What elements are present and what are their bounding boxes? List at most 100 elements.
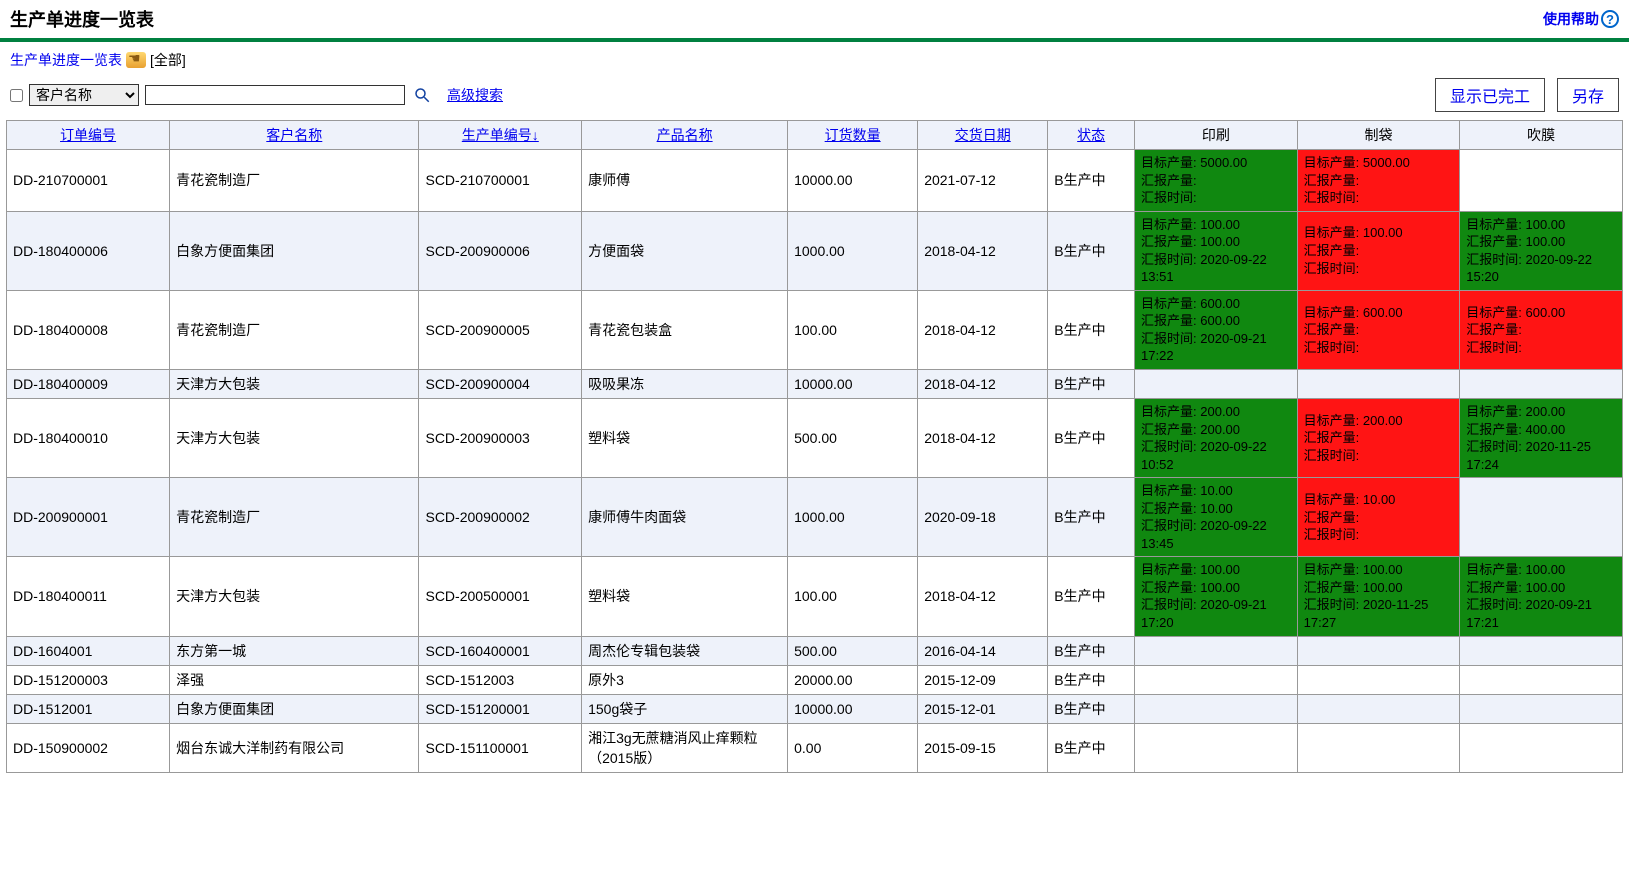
breadcrumb-link[interactable]: 生产单进度一览表 — [10, 50, 122, 70]
cell-date: 2015-09-15 — [918, 723, 1048, 772]
cell-order-no: DD-1512001 — [7, 694, 170, 723]
stage-cell — [1460, 723, 1623, 772]
column-sort-link[interactable]: 订货数量 — [825, 127, 881, 143]
cell-date: 2015-12-09 — [918, 665, 1048, 694]
cell-customer: 泽强 — [170, 665, 419, 694]
column-sort-link[interactable]: 订单编号 — [60, 127, 116, 143]
column-sort-link[interactable]: 产品名称 — [657, 127, 713, 143]
stage-cell — [1135, 665, 1298, 694]
help-link[interactable]: 使用帮助 ? — [1543, 9, 1619, 29]
cell-customer: 白象方便面集团 — [170, 211, 419, 290]
stage-cell — [1460, 478, 1623, 557]
cell-product: 康师傅牛肉面袋 — [582, 478, 788, 557]
cell-qty: 0.00 — [788, 723, 918, 772]
column-header[interactable]: 状态 — [1048, 121, 1135, 150]
cell-qty: 100.00 — [788, 290, 918, 369]
cell-order-no: DD-1604001 — [7, 636, 170, 665]
table-row[interactable]: DD-180400006白象方便面集团SCD-200900006方便面袋1000… — [7, 211, 1623, 290]
stage-cell: 目标产量: 10.00汇报产量: 汇报时间: — [1297, 478, 1460, 557]
column-header[interactable]: 交货日期 — [918, 121, 1048, 150]
table-row[interactable]: DD-180400008青花瓷制造厂SCD-200900005青花瓷包装盒100… — [7, 290, 1623, 369]
stage-cell — [1297, 370, 1460, 399]
search-icon[interactable] — [411, 86, 433, 104]
cell-date: 2021-07-12 — [918, 150, 1048, 212]
cell-prod-no: SCD-160400001 — [419, 636, 582, 665]
cell-qty: 100.00 — [788, 557, 918, 636]
cell-state: B生产中 — [1048, 665, 1135, 694]
column-sort-link[interactable]: 生产单编号↓ — [462, 127, 539, 143]
search-input[interactable] — [145, 85, 405, 105]
stage-cell — [1460, 370, 1623, 399]
stage-cell: 目标产量: 600.00汇报产量: 汇报时间: — [1297, 290, 1460, 369]
cell-customer: 青花瓷制造厂 — [170, 150, 419, 212]
column-sort-link[interactable]: 交货日期 — [955, 127, 1011, 143]
cell-state: B生产中 — [1048, 399, 1135, 478]
column-sort-link[interactable]: 客户名称 — [266, 127, 322, 143]
progress-table: 订单编号 客户名称 生产单编号↓ 产品名称 订货数量 交货日期 状态 印刷制袋吹膜 DD-21… — [7, 121, 1623, 773]
stage-cell: 目标产量: 100.00汇报产量: 100.00汇报时间: 2020-09-21… — [1460, 557, 1623, 636]
search-bar: 客户名称 高级搜索 显示已完工 另存 — [0, 74, 1629, 120]
table-row[interactable]: DD-210700001青花瓷制造厂SCD-210700001康师傅10000.… — [7, 150, 1623, 212]
table-row[interactable]: DD-180400010天津方大包装SCD-200900003塑料袋500.00… — [7, 399, 1623, 478]
cell-prod-no: SCD-200900003 — [419, 399, 582, 478]
search-checkbox[interactable] — [10, 89, 23, 102]
cell-state: B生产中 — [1048, 636, 1135, 665]
stage-cell: 目标产量: 100.00汇报产量: 100.00汇报时间: 2020-09-22… — [1135, 211, 1298, 290]
cell-state: B生产中 — [1048, 694, 1135, 723]
cell-order-no: DD-180400011 — [7, 557, 170, 636]
table-row[interactable]: DD-1512001白象方便面集团SCD-151200001150g袋子1000… — [7, 694, 1623, 723]
table-row[interactable]: DD-180400009天津方大包装SCD-200900004吸吸果冻10000… — [7, 370, 1623, 399]
cell-order-no: DD-200900001 — [7, 478, 170, 557]
table-row[interactable]: DD-150900002烟台东诚大洋制药有限公司SCD-151100001湘江3… — [7, 723, 1623, 772]
cell-product: 150g袋子 — [582, 694, 788, 723]
stage-cell: 目标产量: 200.00汇报产量: 400.00汇报时间: 2020-11-25… — [1460, 399, 1623, 478]
horizontal-scrollbar[interactable] — [6, 773, 1623, 785]
show-completed-button[interactable]: 显示已完工 — [1435, 78, 1545, 112]
column-header[interactable]: 订单编号 — [7, 121, 170, 150]
cell-date: 2018-04-12 — [918, 557, 1048, 636]
cell-qty: 20000.00 — [788, 665, 918, 694]
cell-order-no: DD-180400009 — [7, 370, 170, 399]
cell-prod-no: SCD-200900004 — [419, 370, 582, 399]
stage-cell — [1297, 636, 1460, 665]
hand-pointer-icon — [126, 52, 146, 68]
cell-state: B生产中 — [1048, 150, 1135, 212]
stage-cell: 目标产量: 600.00汇报产量: 汇报时间: — [1460, 290, 1623, 369]
stage-cell: 目标产量: 5000.00汇报产量: 汇报时间: — [1297, 150, 1460, 212]
cell-qty: 1000.00 — [788, 478, 918, 557]
column-header[interactable]: 吹膜 — [1460, 121, 1623, 150]
table-row[interactable]: DD-180400011天津方大包装SCD-200500001塑料袋100.00… — [7, 557, 1623, 636]
save-as-button[interactable]: 另存 — [1557, 78, 1619, 112]
cell-prod-no: SCD-200900002 — [419, 478, 582, 557]
advanced-search-link[interactable]: 高级搜索 — [447, 85, 503, 105]
stage-cell — [1135, 694, 1298, 723]
cell-product: 青花瓷包装盒 — [582, 290, 788, 369]
cell-customer: 东方第一城 — [170, 636, 419, 665]
cell-customer: 天津方大包装 — [170, 370, 419, 399]
column-sort-link[interactable]: 状态 — [1077, 127, 1105, 143]
column-header[interactable]: 生产单编号↓ — [419, 121, 582, 150]
table-container[interactable]: 订单编号 客户名称 生产单编号↓ 产品名称 订货数量 交货日期 状态 印刷制袋吹膜 DD-21… — [6, 120, 1623, 773]
column-header[interactable]: 订货数量 — [788, 121, 918, 150]
cell-qty: 10000.00 — [788, 694, 918, 723]
table-row[interactable]: DD-151200003泽强SCD-1512003原外320000.002015… — [7, 665, 1623, 694]
table-row[interactable]: DD-200900001青花瓷制造厂SCD-200900002康师傅牛肉面袋10… — [7, 478, 1623, 557]
cell-state: B生产中 — [1048, 211, 1135, 290]
column-header[interactable]: 制袋 — [1297, 121, 1460, 150]
help-link-label: 使用帮助 — [1543, 9, 1599, 29]
stage-cell — [1297, 723, 1460, 772]
stage-cell: 目标产量: 100.00汇报产量: 100.00汇报时间: 2020-09-21… — [1135, 557, 1298, 636]
stage-cell — [1135, 723, 1298, 772]
cell-qty: 1000.00 — [788, 211, 918, 290]
column-header[interactable]: 印刷 — [1135, 121, 1298, 150]
stage-cell: 目标产量: 100.00汇报产量: 100.00汇报时间: 2020-11-25… — [1297, 557, 1460, 636]
column-header[interactable]: 客户名称 — [170, 121, 419, 150]
cell-date: 2020-09-18 — [918, 478, 1048, 557]
table-row[interactable]: DD-1604001东方第一城SCD-160400001周杰伦专辑包装袋500.… — [7, 636, 1623, 665]
cell-date: 2018-04-12 — [918, 211, 1048, 290]
stage-cell: 目标产量: 200.00汇报产量: 200.00汇报时间: 2020-09-22… — [1135, 399, 1298, 478]
search-field-select[interactable]: 客户名称 — [29, 84, 139, 106]
stage-cell: 目标产量: 5000.00汇报产量: 汇报时间: — [1135, 150, 1298, 212]
cell-customer: 烟台东诚大洋制药有限公司 — [170, 723, 419, 772]
column-header[interactable]: 产品名称 — [582, 121, 788, 150]
